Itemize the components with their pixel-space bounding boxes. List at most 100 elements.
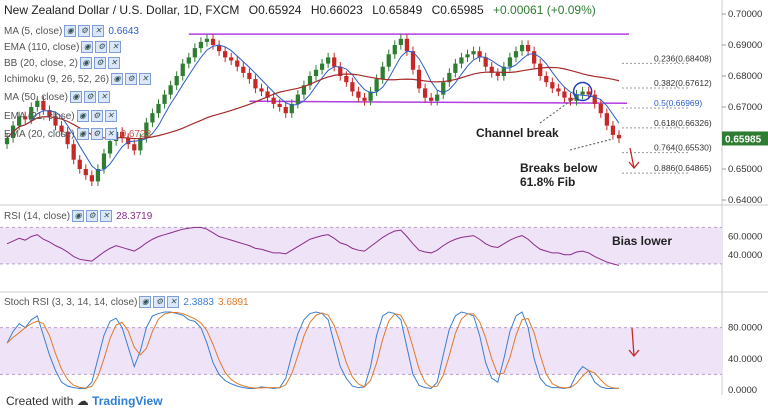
indicator-ichimoku[interactable]: Ichimoku (9, 26, 52, 26) ◉ ⚙ ✕ — [4, 73, 152, 87]
stoch-k-line — [6, 311, 619, 389]
candle-body — [556, 88, 561, 92]
candle-body — [538, 63, 543, 76]
gear-icon[interactable]: ⚙ — [78, 25, 91, 38]
indicator-ma50[interactable]: MA (50, close) ◉ ⚙ ✕ — [4, 91, 110, 105]
candle-body — [319, 63, 325, 70]
rsi-band — [0, 227, 722, 264]
candle-body — [17, 116, 22, 126]
candle-body — [362, 97, 367, 101]
candle-body — [235, 60, 240, 67]
gear-icon[interactable]: ⚙ — [83, 91, 96, 104]
candle-body — [380, 66, 385, 80]
candle-body — [429, 97, 434, 101]
indicator-label: EMA (110, close) — [4, 42, 80, 53]
eye-icon[interactable]: ◉ — [64, 25, 77, 38]
high-value: H0.66023 — [310, 3, 363, 17]
candle-body — [210, 38, 216, 45]
candle-body — [447, 72, 452, 83]
indicator-ema110[interactable]: EMA (110, close) ◉ ⚙ ✕ — [4, 41, 122, 55]
candle-body — [568, 97, 573, 101]
eye-icon[interactable]: ◉ — [76, 128, 89, 141]
indicator-ema20[interactable]: EMA (20, close) ◉ ⚙ ✕ 0.6723 — [4, 128, 151, 142]
close-icon[interactable]: ✕ — [167, 296, 180, 309]
gear-icon[interactable]: ⚙ — [90, 110, 103, 123]
candle-body — [65, 131, 70, 145]
candle-body — [47, 110, 52, 117]
fib-label: 0.236(0.68408) — [654, 53, 712, 63]
indicator-stoch[interactable]: Stoch RSI (3, 3, 14, 14, close) ◉ ⚙ ✕ 2.3883… — [4, 296, 249, 310]
close-icon[interactable]: ✕ — [97, 91, 110, 104]
indicator-value: 0.6723 — [120, 129, 152, 140]
candle-body — [332, 57, 337, 67]
candle-body — [313, 69, 319, 76]
gear-icon[interactable]: ⚙ — [95, 41, 108, 54]
indicator-rsi[interactable]: RSI (14, close) ◉ ⚙ ✕ 28.3719 — [4, 210, 152, 224]
gear-icon[interactable]: ⚙ — [93, 57, 106, 70]
annotation-leader — [539, 96, 577, 124]
candle-body — [107, 141, 113, 154]
eye-icon[interactable]: ◉ — [69, 91, 82, 104]
candle-body — [398, 38, 403, 45]
candle-body — [53, 116, 58, 126]
down-arrow-icon — [628, 147, 640, 170]
channel-break-circle — [572, 81, 593, 102]
tradingview-logo-icon: ☁ — [76, 394, 89, 408]
close-icon[interactable]: ✕ — [139, 73, 152, 86]
candle-body — [71, 144, 76, 160]
candle-body — [223, 51, 228, 58]
close-icon[interactable]: ✕ — [100, 210, 113, 223]
close-icon[interactable]: ✕ — [107, 57, 120, 70]
candle-body — [326, 57, 331, 64]
change-value: +0.00061 (+0.09%) — [493, 3, 596, 17]
candle-body — [277, 103, 282, 107]
candle-body — [441, 82, 446, 95]
indicator-ma5[interactable]: MA (5, close) ◉ ⚙ ✕ 0.6643 — [4, 25, 139, 39]
candle-body — [271, 97, 276, 104]
gear-icon[interactable]: ⚙ — [86, 210, 99, 223]
footer-prefix: Created with — [6, 394, 74, 408]
indicator-label: Ichimoku (9, 26, 52, 26) — [4, 74, 110, 85]
price-tick-label: 0.64000 — [728, 195, 762, 206]
eye-icon[interactable]: ◉ — [81, 41, 94, 54]
close-icon[interactable]: ✕ — [104, 128, 117, 141]
gear-icon[interactable]: ⚙ — [153, 296, 166, 309]
candle-body — [471, 51, 476, 55]
candle-body — [162, 94, 167, 104]
candle-body — [229, 57, 234, 61]
indicator-bb[interactable]: BB (20, close, 2) ◉ ⚙ ✕ — [4, 57, 120, 71]
candle-body — [89, 175, 94, 182]
candle-body — [41, 100, 46, 111]
close-icon[interactable]: ✕ — [109, 41, 122, 54]
candle-body — [259, 88, 264, 92]
eye-icon[interactable]: ◉ — [76, 110, 89, 123]
candle-body — [453, 63, 458, 73]
gear-icon[interactable]: ⚙ — [125, 73, 138, 86]
candle-body — [435, 94, 440, 101]
close-icon[interactable]: ✕ — [92, 25, 105, 38]
candle-body — [610, 125, 616, 135]
eye-icon[interactable]: ◉ — [79, 57, 92, 70]
eye-icon[interactable]: ◉ — [72, 210, 85, 223]
eye-icon[interactable]: ◉ — [111, 73, 124, 86]
current-price-label: 0.65985 — [725, 134, 762, 145]
eye-icon[interactable]: ◉ — [139, 296, 152, 309]
candle-body — [138, 138, 143, 151]
stoch-band — [0, 327, 722, 375]
candle-body — [465, 54, 470, 58]
close-icon[interactable]: ✕ — [104, 110, 117, 123]
rsi-value: 28.3719 — [116, 211, 153, 222]
candle-body — [404, 38, 410, 52]
gear-icon[interactable]: ⚙ — [90, 128, 103, 141]
symbol-title[interactable]: New Zealand Dollar / U.S. Dollar, 1D, FX… — [4, 3, 240, 17]
candle-body — [410, 51, 416, 70]
footer[interactable]: Created with ☁ TradingView — [6, 394, 163, 408]
indicator-ema21[interactable]: EMA (21, close) ◉ ⚙ ✕ — [4, 110, 117, 124]
candle-body — [501, 66, 506, 76]
candle-body — [338, 66, 343, 76]
candle-body — [4, 138, 10, 145]
channel-bottom-line — [249, 100, 627, 105]
candle-body — [174, 76, 179, 86]
candle-body — [592, 94, 597, 104]
